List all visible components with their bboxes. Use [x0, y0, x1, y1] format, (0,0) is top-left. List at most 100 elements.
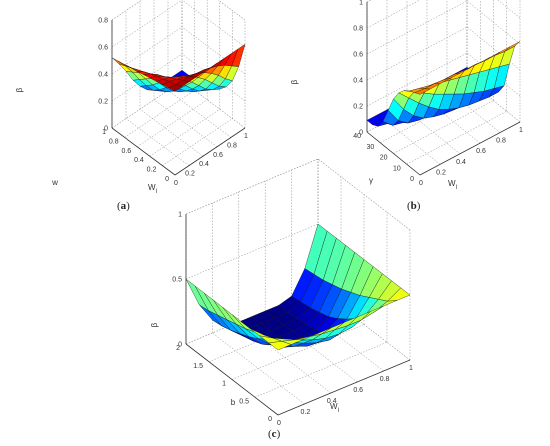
x-tick-label: 0.8: [496, 138, 506, 145]
y-axis-line: [366, 131, 421, 176]
z-tick-label: 0.8: [353, 26, 363, 33]
z-tick-label: 0.6: [98, 45, 108, 52]
box-edge: [366, 0, 372, 3]
box-edge: [111, 0, 143, 21]
y-tick-label: 0: [410, 176, 414, 183]
gridline: [149, 108, 220, 157]
gridline: [366, 0, 468, 55]
surface: [111, 43, 246, 92]
box-edge: [217, 0, 246, 21]
gridline: [366, 0, 372, 3]
x-tick-label: 0: [277, 420, 281, 427]
gridline: [153, 99, 218, 148]
gridline: [124, 90, 195, 138]
panel-label-c: (c): [268, 428, 281, 440]
z-axis-label: β: [15, 87, 24, 92]
y-tick-label: 2: [176, 345, 180, 352]
y-axis-label: b: [231, 398, 236, 407]
gridline: [426, 100, 481, 144]
gridline: [386, 121, 441, 165]
z-tick-label: 0.2: [98, 99, 108, 106]
z-tick-label: 0: [359, 130, 363, 137]
z-tick-label: 1: [178, 212, 182, 219]
gridline: [167, 90, 232, 138]
x-tick-label: 1: [244, 133, 248, 140]
surface: [185, 223, 411, 351]
z-tick-label: 0: [178, 342, 182, 349]
gridline: [181, 80, 246, 129]
z-tick-label: 0.4: [353, 78, 363, 85]
y-tick-label: 0.6: [121, 148, 131, 155]
box-edge: [317, 158, 411, 231]
x-tick-label: 0.2: [436, 169, 446, 176]
surface-cell: [268, 341, 292, 351]
y-tick-label: 0.4: [134, 157, 144, 164]
panel-label-a: (a): [117, 200, 130, 212]
gridline: [111, 26, 183, 75]
gridline: [212, 332, 305, 405]
y-tick-label: 10: [393, 165, 401, 172]
gridline: [366, 0, 421, 29]
y-axis-line: [185, 343, 279, 416]
z-tick-label: 0: [104, 126, 108, 133]
y-tick-label: 0: [268, 416, 272, 423]
y-tick-label: 0: [165, 176, 169, 183]
gridline: [366, 52, 468, 107]
z-tick-label: 0.2: [353, 104, 363, 111]
x-tick-label: 0.6: [353, 387, 363, 394]
x-tick-label: 0.6: [476, 148, 486, 155]
x-axis-line: [277, 359, 411, 416]
z-axis-label: β: [150, 322, 159, 327]
x-tick-label: 0.2: [301, 409, 311, 416]
gridline: [181, 0, 246, 48]
x-tick-label: 1: [409, 365, 413, 372]
gridline: [139, 108, 204, 157]
y-tick-label: 30: [366, 144, 374, 151]
surface-cell: [168, 84, 183, 92]
x-axis-label: Wl: [448, 179, 457, 191]
x-tick-label: 0.8: [227, 142, 237, 149]
surface-cell: [414, 88, 431, 95]
y-tick-label: 1: [102, 129, 106, 136]
x-tick-label: 0.8: [380, 376, 390, 383]
z-tick-label: 0.8: [98, 18, 108, 25]
gridline: [111, 0, 143, 21]
x-tick-label: 0.4: [327, 398, 337, 405]
z-tick-label: 0.4: [98, 72, 108, 79]
y-tick-label: 1.5: [193, 363, 203, 370]
z-axis-label: β: [290, 79, 299, 84]
y-tick-label: 0.8: [109, 138, 119, 145]
x-axis-label: Wl: [330, 402, 339, 414]
gridline: [254, 342, 388, 398]
gridline: [162, 118, 233, 166]
gridline: [137, 99, 208, 148]
y-tick-label: 0.5: [239, 398, 249, 405]
y-tick-label: 20: [380, 155, 388, 162]
x-tick-label: 0.2: [185, 171, 195, 178]
z-tick-label: 0.6: [353, 52, 363, 59]
y-tick-label: 1: [222, 381, 226, 388]
x-axis-line: [419, 121, 521, 176]
y-axis-label: w: [51, 178, 58, 187]
x-tick-label: 1: [519, 127, 523, 134]
x-axis-line: [174, 127, 246, 176]
gridline: [125, 118, 190, 166]
gridline: [111, 0, 183, 48]
surface-plot-b: 00.20.40.60.8101020304000.20.40.60.81Wlγ…: [290, 0, 523, 191]
y-axis-label: γ: [369, 176, 373, 185]
gridline: [366, 26, 468, 81]
gridline: [217, 0, 246, 21]
x-axis-label: Wl: [148, 183, 157, 195]
gridline: [406, 111, 507, 165]
x-tick-label: 0: [174, 180, 178, 187]
z-tick-label: 0.5: [172, 277, 182, 284]
gridline: [393, 100, 494, 154]
y-axis-line: [111, 127, 176, 176]
x-tick-label: 0.6: [213, 152, 223, 159]
z-tick-label: 1: [359, 0, 363, 7]
surface: [366, 41, 521, 127]
panel-label-b: (b): [407, 200, 421, 212]
